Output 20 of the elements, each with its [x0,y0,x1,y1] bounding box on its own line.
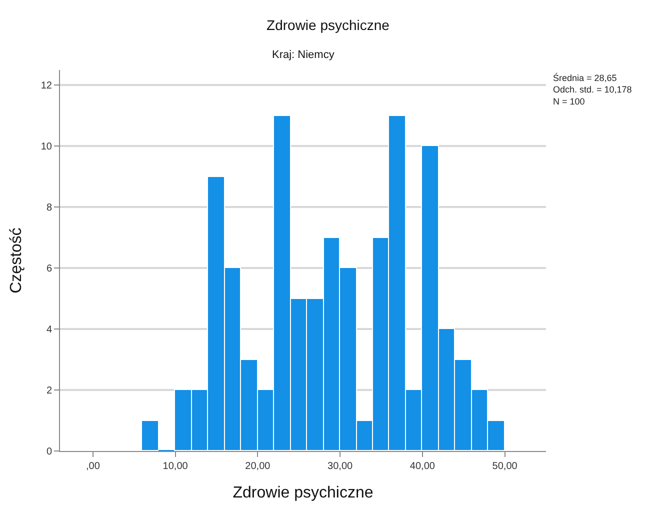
x-tick-label: 50,00 [492,461,518,472]
chart-subtitle: Kraj: Niemcy [272,49,335,61]
x-tick-label: 30,00 [328,461,354,472]
text: Średnia = 28,65 [553,72,617,83]
y-tick-label: 8 [46,202,52,214]
x-axis-title: Zdrowie psychiczne [232,484,374,502]
x-tick-label: 10,00 [162,461,188,472]
text: Odch. std. = 10,178 [553,84,632,95]
x-tick-label: 20,00 [245,461,271,472]
y-tick-label: 0 [46,446,52,458]
y-tick-label: 4 [46,324,52,336]
y-axis-title: Częstość [8,228,25,294]
y-tick-label: 12 [40,80,52,92]
y-tick-label: 2 [46,386,52,397]
x-tick-label: ,00 [86,461,100,472]
text: N = 100 [553,96,585,106]
x-tick-label: 40,00 [410,461,436,472]
chart-title: Zdrowie psychiczne [266,17,390,34]
y-tick-label: 10 [40,142,52,153]
y-tick-label: 6 [46,264,52,275]
